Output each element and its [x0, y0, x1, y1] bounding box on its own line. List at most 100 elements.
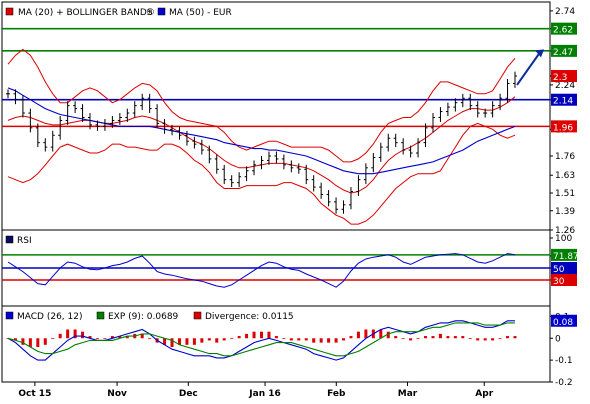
macd-line: [7, 320, 515, 361]
y-tick-label: 2.24: [555, 81, 575, 91]
forecast-arrow: [516, 51, 541, 86]
rsi-label: RSI: [17, 236, 32, 246]
x-tick-label: Dec: [179, 389, 198, 399]
divergence-bar: [409, 338, 413, 341]
ma20-mark: ®: [146, 8, 155, 18]
level-label: 2.14: [553, 97, 573, 107]
divergence-bar: [28, 338, 32, 347]
divergence-bar: [88, 336, 92, 339]
exp-swatch: [96, 311, 105, 320]
divergence-bar: [13, 338, 17, 341]
divergence-bar: [36, 338, 40, 347]
divergence-bar: [401, 338, 405, 340]
level-label: 2.47: [553, 48, 573, 58]
divergence-bar: [185, 338, 189, 345]
divergence-bar: [289, 338, 293, 341]
y-tick-label: 1.39: [555, 207, 575, 217]
divergence-bar: [476, 338, 480, 341]
forecast-arrowhead: [535, 49, 544, 58]
divergence-bar: [125, 336, 129, 339]
divergence-bar: [66, 329, 70, 339]
divergence-bar: [207, 338, 211, 341]
divergence-bar: [349, 336, 353, 339]
divergence-bar: [438, 333, 442, 339]
level-label: 30: [553, 277, 565, 287]
divergence-bar: [21, 338, 25, 345]
price-legend: MA (20) + BOLLINGER BANDS ® MA (50) - EU…: [5, 7, 232, 18]
macd-legend: MACD (26, 12) EXP (9): 0.0689 Divergence…: [5, 311, 294, 322]
divergence-bar: [51, 338, 55, 340]
ma20-swatch: [5, 7, 14, 16]
divergence-bar: [491, 338, 495, 341]
level-badge: [551, 248, 577, 261]
divergence-bar: [379, 329, 383, 339]
divergence-bar: [192, 338, 196, 345]
x-tick-label: Feb: [327, 389, 346, 399]
divergence-bar: [327, 338, 331, 343]
divergence-bar: [364, 329, 368, 339]
divergence-bar: [140, 333, 144, 339]
rsi-line: [7, 253, 516, 288]
macd-value-label: 0.08: [553, 318, 573, 328]
divergence-bar: [215, 338, 219, 343]
level-badge: [551, 44, 577, 57]
divergence-bar: [319, 338, 323, 343]
divergence-bar: [81, 331, 85, 339]
macd-panel: [1, 305, 551, 383]
divergence-bar: [245, 333, 249, 339]
divergence-bar: [230, 338, 234, 340]
divergence-bar: [148, 338, 152, 340]
x-tick-label: Oct 15: [18, 389, 51, 399]
divergence-label: Divergence: 0.0115: [205, 312, 294, 322]
divergence-bar: [416, 338, 420, 340]
divergence-bar: [446, 336, 450, 339]
divergence-bar: [483, 338, 487, 341]
divergence-bar: [506, 336, 510, 339]
y-tick-label: 1.51: [555, 189, 575, 199]
y-tick-label: 100: [555, 234, 572, 244]
divergence-bar: [95, 338, 99, 340]
level-label: 71.87: [553, 252, 579, 262]
level-badge: [551, 274, 577, 286]
x-tick-label: Mar: [398, 389, 418, 399]
divergence-bar: [394, 336, 398, 339]
divergence-bar: [431, 336, 435, 339]
ma50-swatch: [157, 7, 166, 16]
y-tick-label: 2.74: [555, 7, 575, 17]
macd-label: MACD (26, 12): [17, 312, 83, 322]
last-price-badge: [551, 70, 577, 83]
x-tick-label: Apr: [475, 389, 493, 399]
last-price-label: 2.3: [553, 73, 567, 83]
divergence-bar: [498, 338, 502, 340]
divergence-bar: [461, 336, 465, 339]
level-label: 2.62: [553, 26, 573, 36]
exp-label: EXP (9): 0.0689: [108, 312, 179, 322]
divergence-bar: [513, 336, 517, 339]
divergence-bar: [282, 338, 286, 340]
series-line: [7, 48, 516, 163]
divergence-bar: [118, 336, 122, 339]
ma50-label: MA (50) - EUR: [169, 8, 232, 18]
divergence-bar: [73, 329, 77, 339]
divergence-bar: [260, 331, 263, 339]
divergence-bar: [222, 338, 226, 341]
divergence-bar: [163, 338, 167, 345]
macd-value-badge: [551, 314, 577, 327]
divergence-bar: [252, 331, 256, 339]
divergence-bar: [342, 338, 346, 341]
divergence-bar: [237, 336, 241, 339]
ma20-label: MA (20) + BOLLINGER BANDS: [18, 8, 153, 18]
y-tick-label: 1.26: [555, 226, 575, 236]
divergence-bar: [267, 331, 271, 339]
series-line: [7, 122, 516, 225]
divergence-bar: [58, 333, 62, 339]
level-label: 50: [553, 265, 565, 275]
divergence-bar: [356, 331, 360, 339]
divergence-bar: [334, 338, 338, 343]
divergence-bar: [468, 338, 472, 340]
divergence-bar: [274, 336, 278, 339]
divergence-bar: [43, 338, 47, 345]
divergence-bar: [453, 336, 457, 339]
divergence-bar: [304, 338, 308, 341]
